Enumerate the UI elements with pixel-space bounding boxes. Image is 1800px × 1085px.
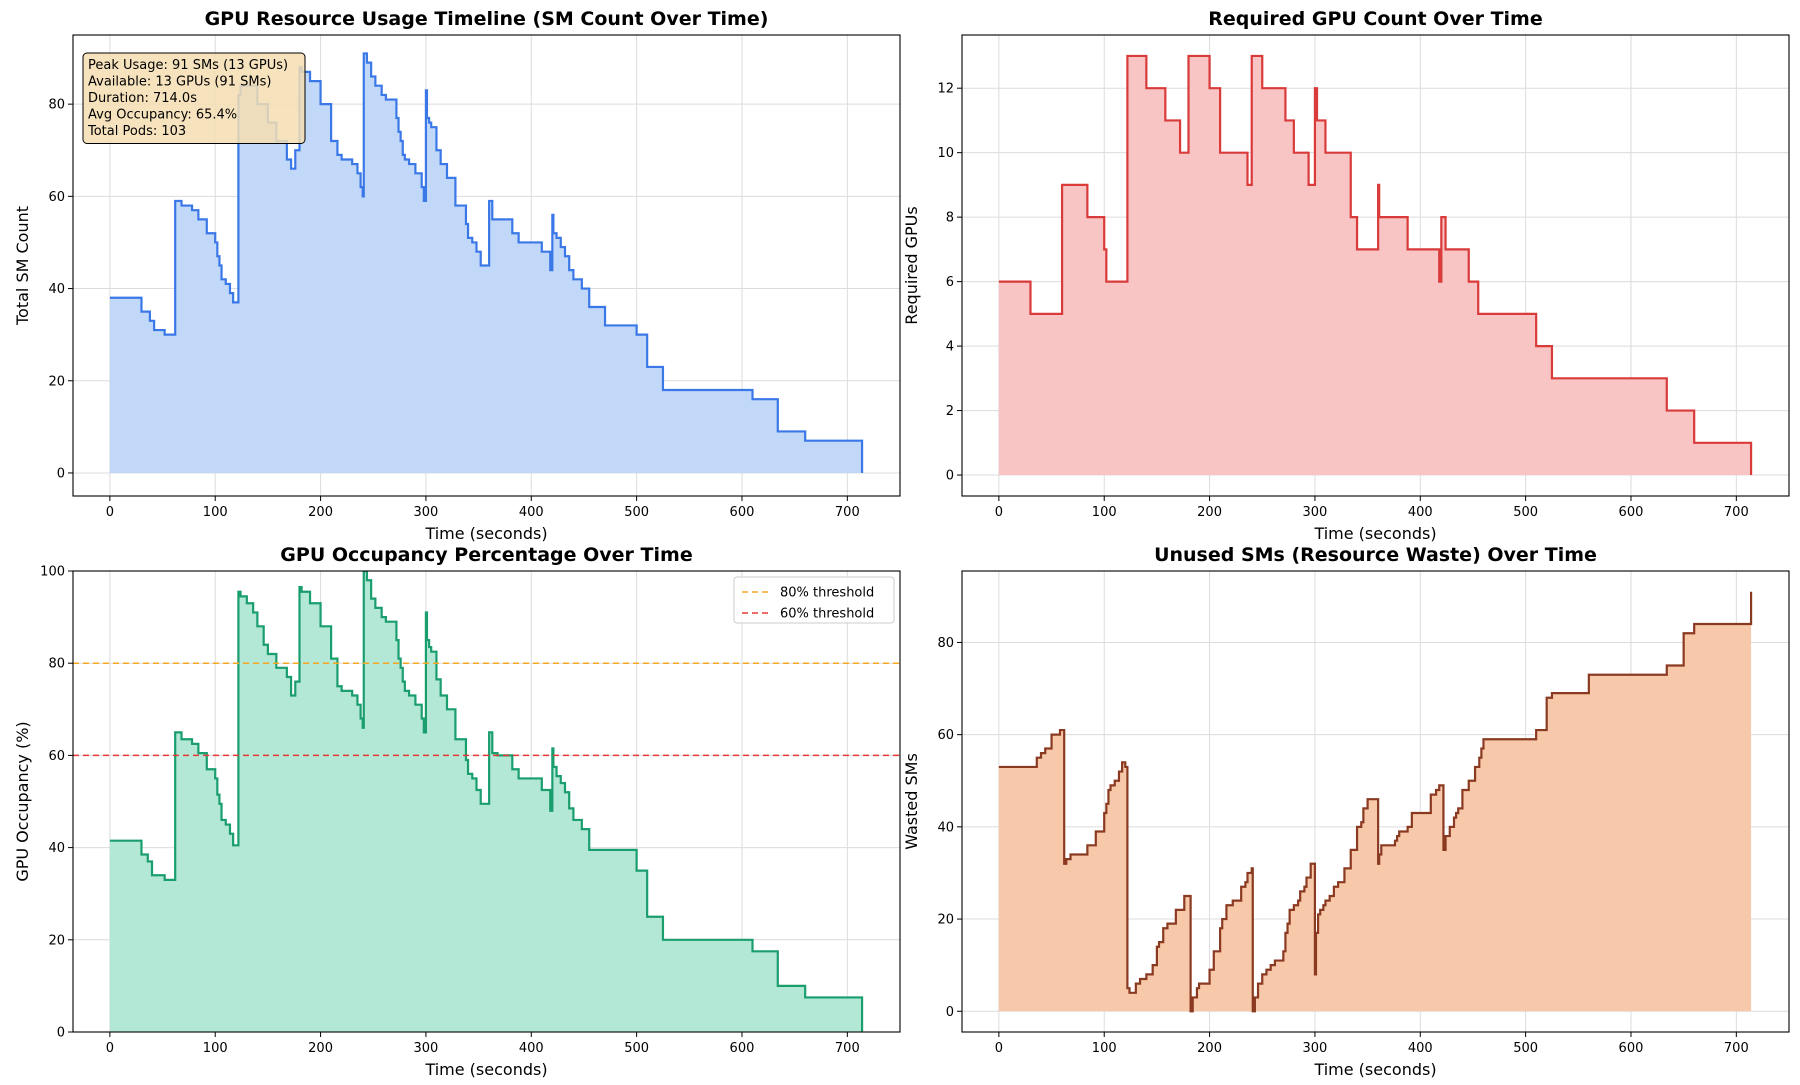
y-tick-label: 60: [937, 728, 954, 743]
step-line: [109, 52, 864, 473]
x-tick-label: 200: [308, 1041, 333, 1056]
legend: 80% threshold 60% threshold: [733, 576, 895, 624]
x-tick-label: 300: [1303, 505, 1328, 520]
x-tick-label: 100: [1092, 505, 1117, 520]
plot-area: [998, 591, 1753, 1013]
x-tick-label: 700: [835, 1041, 860, 1056]
y-axis-label: GPU Occupancy (%): [13, 721, 32, 881]
y-tick-label: 80: [48, 98, 65, 113]
x-tick-label: 0: [106, 1041, 114, 1056]
y-tick-label: 60: [48, 749, 65, 764]
x-tick-label: 600: [730, 505, 755, 520]
x-tick-label: 0: [995, 1041, 1003, 1056]
axes-frame: [72, 570, 901, 1033]
y-tick-label: 20: [48, 933, 65, 948]
step-line: [998, 591, 1753, 1013]
legend-label: 80% threshold: [780, 586, 874, 601]
annotation-line: Avg Occupancy: 65.4%: [88, 108, 237, 123]
chart-title: Required GPU Count Over Time: [1208, 8, 1543, 30]
y-tick-label: 6: [946, 275, 954, 290]
y-tick-label: 10: [937, 146, 954, 161]
area-fill: [998, 55, 1752, 476]
annotation-line: Total Pods: 103: [87, 124, 186, 139]
x-tick-label: 0: [995, 505, 1003, 520]
plot-area: [998, 54, 1753, 476]
axes-frame: [72, 34, 901, 497]
x-tick-label: 500: [1513, 505, 1538, 520]
y-tick-label: 80: [48, 657, 65, 672]
y-tick-label: 40: [48, 841, 65, 856]
area-fill: [109, 571, 863, 1032]
y-tick-label: 20: [48, 374, 65, 389]
x-tick-label: 400: [1408, 1041, 1433, 1056]
x-tick-label: 200: [1197, 1041, 1222, 1056]
x-tick-label: 0: [106, 505, 114, 520]
x-tick-label: 300: [414, 505, 439, 520]
plot-area: [109, 52, 864, 473]
x-axis-label: Time (seconds): [1313, 524, 1436, 543]
y-tick-label: 20: [937, 913, 954, 928]
annotation-line: Duration: 714.0s: [88, 91, 197, 106]
annotation-box: [82, 52, 306, 144]
x-tick-label: 400: [519, 505, 544, 520]
step-line: [998, 54, 1753, 476]
chart-panel-gpus: 0 100 200 300 400 500 600 700 0 2 4 6 8 10 12 Required …: [902, 8, 1790, 543]
x-tick-label: 300: [1303, 1041, 1328, 1056]
chart-panel-sm: 0 100 200 300 400 500 600 700 0 20 40 60 80 GPU Resou…: [13, 8, 901, 543]
axes-frame: [961, 570, 1790, 1033]
x-tick-label: 500: [624, 505, 649, 520]
x-tick-label: 600: [730, 1041, 755, 1056]
x-tick-label: 500: [624, 1041, 649, 1056]
plot-area: [73, 571, 900, 1032]
x-tick-label: 600: [1619, 1041, 1644, 1056]
y-tick-label: 0: [57, 466, 65, 481]
y-tick-label: 40: [937, 820, 954, 835]
y-tick-label: 12: [937, 82, 954, 97]
y-tick-label: 40: [48, 282, 65, 297]
chart-panel-waste: 0 100 200 300 400 500 600 700 0 20 40 60 80 Unused SM…: [902, 544, 1790, 1079]
chart-title: Unused SMs (Resource Waste) Over Time: [1154, 544, 1597, 566]
x-tick-label: 100: [1092, 1041, 1117, 1056]
y-axis-label: Wasted SMs: [902, 753, 921, 850]
x-tick-label: 400: [519, 1041, 544, 1056]
legend-label: 60% threshold: [780, 607, 874, 622]
annotation-line: Peak Usage: 91 SMs (13 GPUs): [88, 58, 288, 73]
x-tick-label: 500: [1513, 1041, 1538, 1056]
chart-title: GPU Occupancy Percentage Over Time: [280, 544, 692, 566]
y-axis-label: Total SM Count: [13, 206, 32, 326]
y-tick-label: 8: [946, 211, 954, 226]
area-fill: [109, 53, 863, 473]
step-line: [109, 571, 864, 1032]
x-tick-label: 700: [1724, 505, 1749, 520]
y-tick-label: 60: [48, 190, 65, 205]
y-axis-label: Required GPUs: [902, 206, 921, 324]
x-tick-label: 600: [1619, 505, 1644, 520]
y-tick-label: 80: [937, 636, 954, 651]
y-tick-label: 4: [946, 340, 954, 355]
x-tick-label: 700: [1724, 1041, 1749, 1056]
y-tick-label: 100: [40, 565, 65, 580]
annotation-line: Available: 13 GPUs (91 SMs): [88, 75, 271, 90]
chart-panel-occupancy: 0 100 200 300 400 500 600 700 0 20 40 60 80 100 GPU Oc…: [13, 544, 901, 1079]
x-tick-label: 200: [1197, 505, 1222, 520]
x-tick-label: 700: [835, 505, 860, 520]
x-tick-label: 300: [414, 1041, 439, 1056]
x-axis-label: Time (seconds): [1313, 1060, 1436, 1079]
y-tick-label: 2: [946, 404, 954, 419]
y-tick-label: 0: [57, 1026, 65, 1041]
legend-box: [733, 576, 895, 624]
x-tick-label: 100: [203, 1041, 228, 1056]
area-fill: [998, 591, 1752, 1012]
axes-frame: [961, 34, 1790, 497]
chart-title: GPU Resource Usage Timeline (SM Count Ov…: [205, 8, 769, 30]
x-tick-label: 100: [203, 505, 228, 520]
x-tick-label: 200: [308, 505, 333, 520]
x-axis-label: Time (seconds): [424, 1060, 547, 1079]
y-tick-label: 0: [946, 1005, 954, 1020]
x-tick-label: 400: [1408, 505, 1433, 520]
y-tick-label: 0: [946, 469, 954, 484]
stats-annotation: Peak Usage: 91 SMs (13 GPUs) Available: 1…: [82, 52, 306, 144]
x-axis-label: Time (seconds): [424, 524, 547, 543]
